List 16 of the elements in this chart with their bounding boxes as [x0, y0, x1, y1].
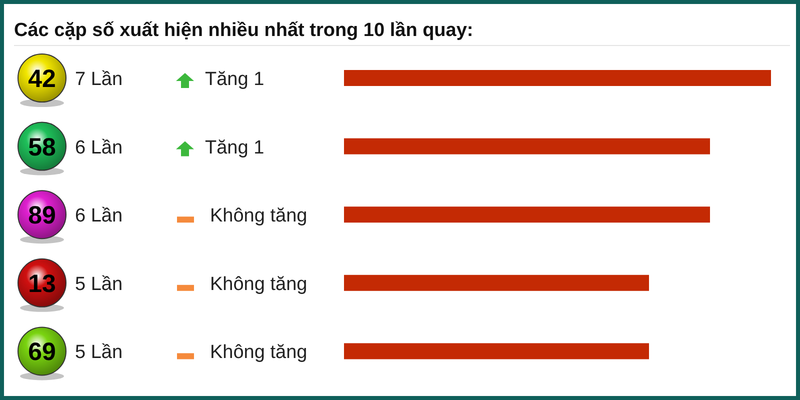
- data-label: 6 Lần: [75, 206, 123, 227]
- data-label: 7 Lần: [75, 69, 123, 90]
- y-tick-label: 58: [28, 133, 56, 162]
- y-tick-label: 69: [28, 338, 56, 366]
- data-label: 6 Lần: [75, 137, 123, 158]
- text: Không tăng: [210, 206, 308, 227]
- text: Không tăng: [210, 342, 308, 364]
- y-tick-label: 42: [28, 65, 56, 93]
- chart-title: Các cặp số xuất hiện nhiều nhất trong 10 lần quay:: [14, 20, 474, 41]
- text: Không tăng: [210, 274, 308, 295]
- text: Tăng 1: [205, 69, 264, 90]
- y-tick-label: 13: [28, 270, 56, 298]
- data-label: 5 Lần: [75, 342, 123, 364]
- y-tick-label: 89: [28, 202, 56, 230]
- data-label: 5 Lần: [75, 274, 123, 295]
- text: Tăng 1: [205, 137, 264, 158]
